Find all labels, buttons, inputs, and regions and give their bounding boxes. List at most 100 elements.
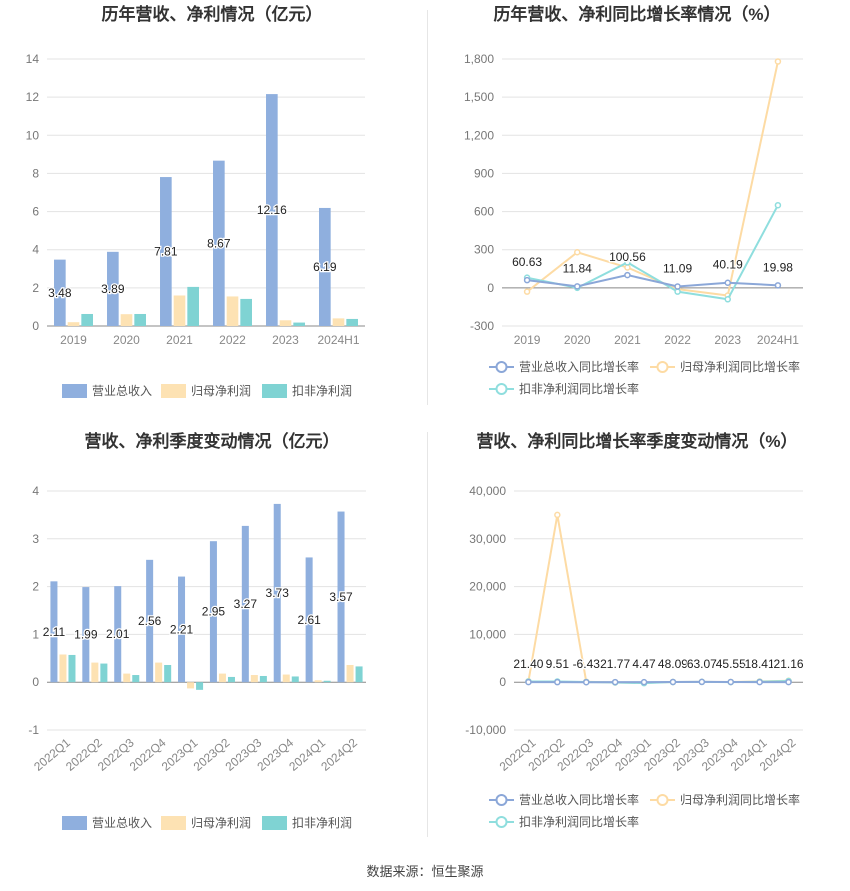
y-tick-label: 0	[487, 281, 494, 295]
y-tick-label: 600	[474, 205, 494, 219]
legend-label: 归母净利润	[191, 384, 251, 398]
point-revenue	[611, 678, 619, 686]
point-net-profit	[523, 288, 531, 295]
legend-item[interactable]: 营业总收入同比增长率	[489, 792, 639, 807]
bar-net-profit	[59, 654, 67, 683]
bar-revenue	[82, 587, 90, 683]
bar-deducted-profit	[68, 654, 76, 683]
y-tick-label: 300	[474, 243, 494, 257]
bar-revenue	[209, 541, 217, 683]
bar-deducted-profit	[323, 680, 331, 683]
vertical-divider-top	[427, 10, 428, 405]
y-tick-label: 900	[474, 166, 494, 180]
y-tick-label: 4	[32, 484, 39, 498]
legend-item[interactable]: 归母净利润同比增长率	[650, 792, 800, 807]
legend-item[interactable]: 归母净利润	[161, 816, 251, 830]
data-label: 21.40	[513, 657, 543, 671]
bar-net-profit	[173, 295, 186, 326]
y-tick-label: 0	[499, 675, 506, 689]
data-label: 1.99	[74, 628, 98, 642]
legend-item[interactable]: 归母净利润	[161, 384, 251, 398]
data-label: 48.09	[658, 657, 688, 671]
y-tick-label: 1,800	[464, 52, 494, 66]
legend-label: 营业总收入	[92, 816, 152, 830]
bar-net-profit	[279, 320, 292, 326]
y-tick-label: 1,200	[464, 128, 494, 142]
bar-deducted-profit	[291, 676, 299, 683]
data-label: 2.21	[170, 622, 194, 636]
legend-swatch-marker	[656, 794, 669, 806]
y-tick-label: 1	[32, 627, 39, 641]
bar-revenue	[107, 251, 119, 326]
bar-revenue	[213, 160, 225, 326]
legend-item[interactable]: 扣非净利润	[262, 384, 352, 398]
x-tick-label: 2022	[219, 333, 246, 347]
data-label: 12.16	[257, 203, 287, 217]
data-label: 3.57	[329, 590, 353, 604]
bar-deducted-profit	[134, 313, 146, 326]
legend-item[interactable]: 扣非净利润	[262, 816, 352, 830]
y-tick-label: 2	[32, 580, 39, 594]
y-tick-label: 10,000	[469, 627, 506, 641]
bar-deducted-profit	[355, 666, 363, 683]
data-label: -6.43	[573, 657, 601, 671]
chart-title: 营收、净利同比增长率季度变动情况（%）	[476, 431, 797, 451]
bar-deducted-profit	[100, 663, 108, 683]
legend-swatch-marker	[495, 794, 508, 806]
bar-deducted-profit	[293, 322, 305, 326]
legend-label: 扣非净利润同比增长率	[519, 381, 639, 396]
x-tick-label: 2020	[564, 333, 591, 347]
y-tick-label: -300	[470, 319, 494, 333]
y-tick-label: 0	[32, 319, 39, 333]
chart-annual-growth-rate: 历年营收、净利同比增长率情况（%） -300 0 300 600 900 1,200 1,50…	[464, 4, 803, 396]
point-revenue	[727, 678, 734, 686]
data-label: 2.95	[202, 605, 226, 619]
legend-label: 营业总收入	[92, 384, 152, 398]
bar-net-profit	[282, 674, 290, 683]
legend-item[interactable]: 归母净利润同比增长率	[650, 359, 800, 374]
legend-item[interactable]: 营业总收入同比增长率	[489, 359, 639, 374]
bar-net-profit	[155, 662, 163, 683]
y-tick-label: 1,500	[464, 90, 494, 104]
data-source-note: 数据来源：恒生聚源	[366, 864, 484, 879]
point-revenue	[674, 283, 681, 290]
bar-revenue	[146, 559, 154, 683]
point-net-profit	[574, 249, 581, 256]
data-label: 60.63	[512, 255, 542, 269]
point-deducted-profit	[774, 201, 782, 209]
legend-item[interactable]: 扣非净利润同比增长率	[489, 381, 639, 396]
point-revenue	[554, 678, 561, 686]
x-tick-label: 2024Q2	[318, 735, 360, 773]
point-net-profit	[624, 264, 631, 271]
legend-label: 扣非净利润同比增长率	[519, 814, 639, 829]
legend-swatch-marker	[495, 816, 508, 828]
data-label: 11.84	[563, 261, 592, 275]
y-tick-label: 12	[26, 90, 40, 104]
y-tick-label: 10	[26, 128, 40, 142]
point-revenue	[724, 279, 731, 286]
legend-swatch-marker	[656, 361, 669, 373]
point-deducted-profit	[624, 259, 631, 266]
x-tick-label: 2024H1	[757, 333, 799, 347]
point-revenue	[640, 678, 648, 686]
chart-title: 历年营收、净利情况（亿元）	[102, 4, 323, 24]
data-label: 21.16	[774, 657, 804, 671]
bar-revenue	[54, 259, 66, 326]
bar-revenue	[266, 94, 278, 326]
legend-swatch	[62, 816, 87, 830]
data-label: 3.27	[234, 597, 258, 611]
bar-net-profit	[346, 664, 354, 683]
point-revenue	[583, 678, 590, 686]
data-label: 3.89	[101, 282, 125, 296]
x-tick-label: 2019	[514, 333, 541, 347]
point-deducted-profit	[674, 288, 681, 295]
chart-title: 营收、净利季度变动情况（亿元）	[85, 431, 340, 451]
x-tick-label: 2023	[714, 333, 741, 347]
legend-label: 扣非净利润	[292, 816, 352, 830]
bar-net-profit	[91, 662, 99, 683]
legend-item[interactable]: 营业总收入	[62, 816, 152, 830]
legend-item[interactable]: 营业总收入	[62, 384, 152, 398]
bar-revenue	[178, 576, 186, 683]
legend-item[interactable]: 扣非净利润同比增长率	[489, 814, 639, 829]
bar-net-profit	[314, 680, 322, 683]
